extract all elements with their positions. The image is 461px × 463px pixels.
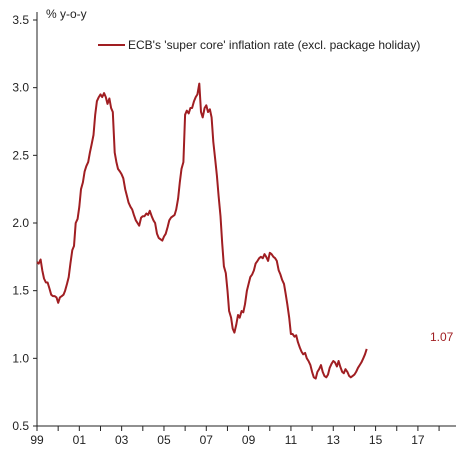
- x-tick-label: 13: [327, 433, 341, 447]
- x-tick-label: 17: [411, 433, 425, 447]
- x-tick-label: 03: [115, 433, 129, 447]
- y-tick-label: 0.5: [12, 419, 29, 433]
- x-tick-label: 11: [285, 433, 298, 447]
- x-tick-label: 15: [369, 433, 383, 447]
- series-line-super-core-inflation: [36, 82, 368, 380]
- y-tick-label: 1.0: [12, 351, 29, 365]
- y-tick-label: 2.0: [12, 216, 29, 230]
- y-tick-label: 3.5: [12, 13, 29, 27]
- y-tick-label: 2.5: [12, 148, 29, 162]
- x-tick-label: 01: [73, 433, 87, 447]
- legend-label: ECB's 'super core' inflation rate (excl.…: [128, 38, 420, 52]
- end-value-label: 1.07: [430, 330, 454, 344]
- y-tick-group: 0.5 1.0 1.5 2.0 2.5 3.0 3.5: [12, 13, 37, 433]
- y-tick-label: 1.5: [12, 284, 29, 298]
- y-axis-unit-label: % y-o-y: [46, 7, 87, 21]
- x-tick-label: 09: [242, 433, 256, 447]
- x-tick-label: 99: [30, 433, 44, 447]
- y-tick-label: 3.0: [12, 81, 29, 95]
- legend: ECB's 'super core' inflation rate (excl.…: [98, 38, 420, 52]
- x-tick-label: 07: [200, 433, 214, 447]
- x-tick-label: 05: [157, 433, 171, 447]
- x-tick-group: 99 01 03 05 07 09 11 13 15 17: [30, 426, 440, 447]
